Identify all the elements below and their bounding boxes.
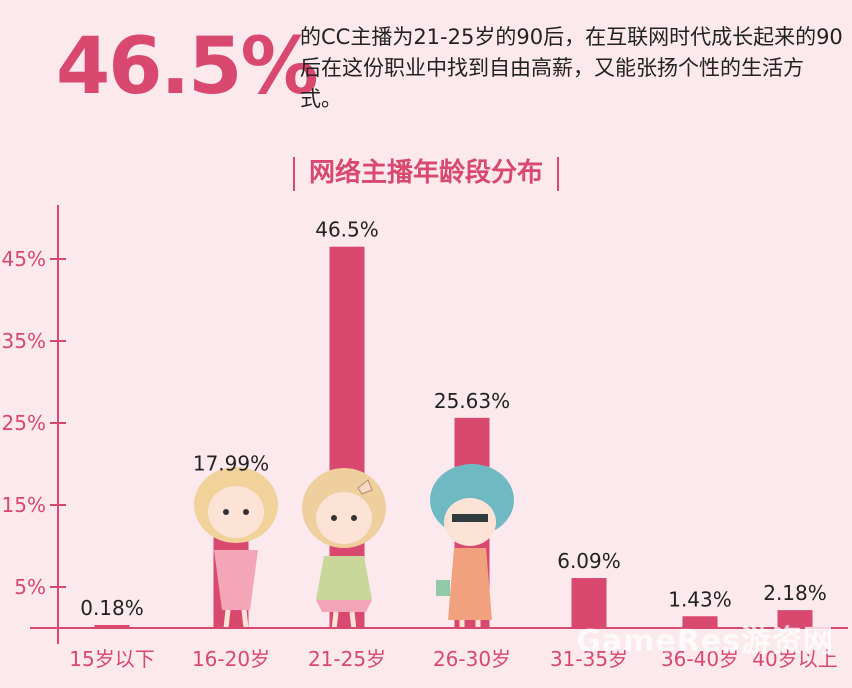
data-label: 2.18% [763, 581, 827, 605]
title-divider-right [557, 156, 559, 191]
x-tick-label: 36-40岁 [661, 647, 739, 671]
data-label: 0.18% [80, 596, 144, 620]
bar-36-40岁 [682, 616, 718, 628]
x-tick-label: 21-25岁 [308, 647, 386, 671]
x-tick-label: 40岁以上 [752, 647, 837, 671]
data-label: 6.09% [557, 549, 621, 573]
cartoon-girl-illustration-3 [430, 464, 514, 630]
chart-title: 网络主播年龄段分布 [0, 152, 852, 191]
title-divider-left [292, 156, 295, 191]
chart-title-text: 网络主播年龄段分布 [308, 158, 543, 188]
watermark-logo: GameRes游资网 [576, 624, 834, 659]
bar-15岁以下 [94, 625, 130, 628]
y-tick-label: 45% [2, 247, 46, 271]
y-tick-label: 5% [14, 575, 46, 599]
data-label: 1.43% [668, 587, 732, 611]
data-label: 46.5% [315, 218, 379, 242]
x-tick-label: 26-30岁 [433, 647, 511, 671]
headline-description: 的CC主播为21-25岁的90后，在互联网时代成长起来的90后在这份职业中找到自… [300, 25, 843, 111]
headline-stat: 46.5% [56, 22, 319, 112]
cartoon-girl-illustration-1 [194, 467, 278, 629]
y-tick-label: 15% [2, 493, 46, 517]
y-tick-label: 25% [2, 411, 46, 435]
bar-31-35岁 [571, 578, 607, 628]
x-tick-label: 16-20岁 [192, 647, 270, 671]
x-tick-label: 31-35岁 [550, 647, 628, 671]
bar-40岁以上 [777, 610, 813, 628]
data-label: 25.63% [434, 389, 510, 413]
data-label: 17.99% [193, 451, 269, 475]
cartoon-girl-illustration-2 [302, 468, 386, 631]
x-tick-label: 15岁以下 [69, 647, 154, 671]
y-tick-label: 35% [2, 329, 46, 353]
